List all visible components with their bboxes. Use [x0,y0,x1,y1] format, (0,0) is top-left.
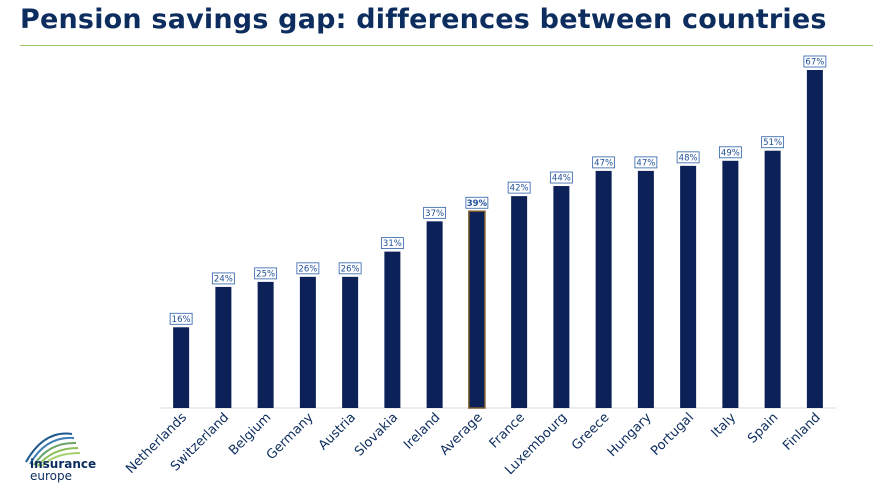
data-label-portugal: 48% [679,153,698,163]
data-label-box-luxembourg [549,171,573,184]
data-label-greece: 47% [594,158,613,168]
bar-luxembourg [553,186,570,408]
data-label-slovakia: 31% [383,239,402,249]
title-underline [20,45,873,46]
data-label-hungary: 47% [636,158,655,168]
x-tick-label-average: Average [437,410,485,458]
x-tick-label-italy: Italy [709,410,740,441]
data-label-france: 42% [510,184,529,194]
bar-greece [595,170,612,408]
data-label-box-austria [338,262,362,275]
data-label-box-italy [718,146,742,159]
bar-germany [299,276,316,408]
x-tick-label-france: France [487,410,528,451]
bar-netherlands [173,327,190,408]
data-label-box-portugal [676,151,700,164]
data-label-luxembourg: 44% [552,174,571,184]
data-label-box-ireland [423,206,447,219]
data-label-average: 39% [467,199,488,209]
data-label-switzerland: 24% [214,274,233,284]
bar-finland [806,70,823,408]
data-label-box-average [465,196,489,209]
logo-line-1: insurance [30,457,97,471]
data-label-austria: 26% [341,264,360,274]
x-tick-label-hungary: Hungary [605,410,655,460]
bar-italy [722,160,739,408]
data-label-box-switzerland [211,272,235,285]
data-label-box-hungary [634,156,658,169]
bar-slovakia [384,251,401,408]
data-label-box-slovakia [380,237,404,250]
bar-austria [342,276,359,408]
bar-spain [764,150,781,408]
logo-line-2: europe [30,469,72,483]
logo-text: insurance europe [30,458,96,482]
x-tick-label-finland: Finland [780,410,823,453]
bar-average [468,210,486,409]
bar-france [511,196,528,408]
x-tick-label-portugal: Portugal [648,410,697,459]
data-label-box-spain [761,136,785,149]
bar-hungary [637,170,654,408]
data-label-box-greece [592,156,616,169]
bar-switzerland [215,286,232,408]
data-label-italy: 49% [721,148,740,158]
insurance-europe-logo: insurance europe [22,428,122,490]
bar-belgium [257,281,274,408]
x-tick-label-ireland: Ireland [401,410,443,452]
bar-ireland [426,221,443,408]
data-label-ireland: 37% [425,209,444,219]
x-tick-label-germany: Germany [264,410,317,463]
data-label-box-belgium [254,267,278,280]
data-label-finland: 67% [805,58,824,68]
data-label-belgium: 25% [256,269,275,279]
x-tick-label-spain: Spain [745,410,781,446]
data-label-germany: 26% [298,264,317,274]
slide-title: Pension savings gap: differences between… [20,4,827,35]
data-label-box-france [507,181,531,194]
x-tick-label-slovakia: Slovakia [352,410,401,459]
bar-portugal [680,165,697,408]
logo-arc-icon [25,432,81,467]
x-tick-label-austria: Austria [316,410,359,453]
data-label-box-netherlands [169,312,193,325]
data-label-netherlands: 16% [172,315,191,325]
data-label-box-germany [296,262,320,275]
data-label-spain: 51% [763,138,782,148]
data-label-box-finland [803,55,827,68]
